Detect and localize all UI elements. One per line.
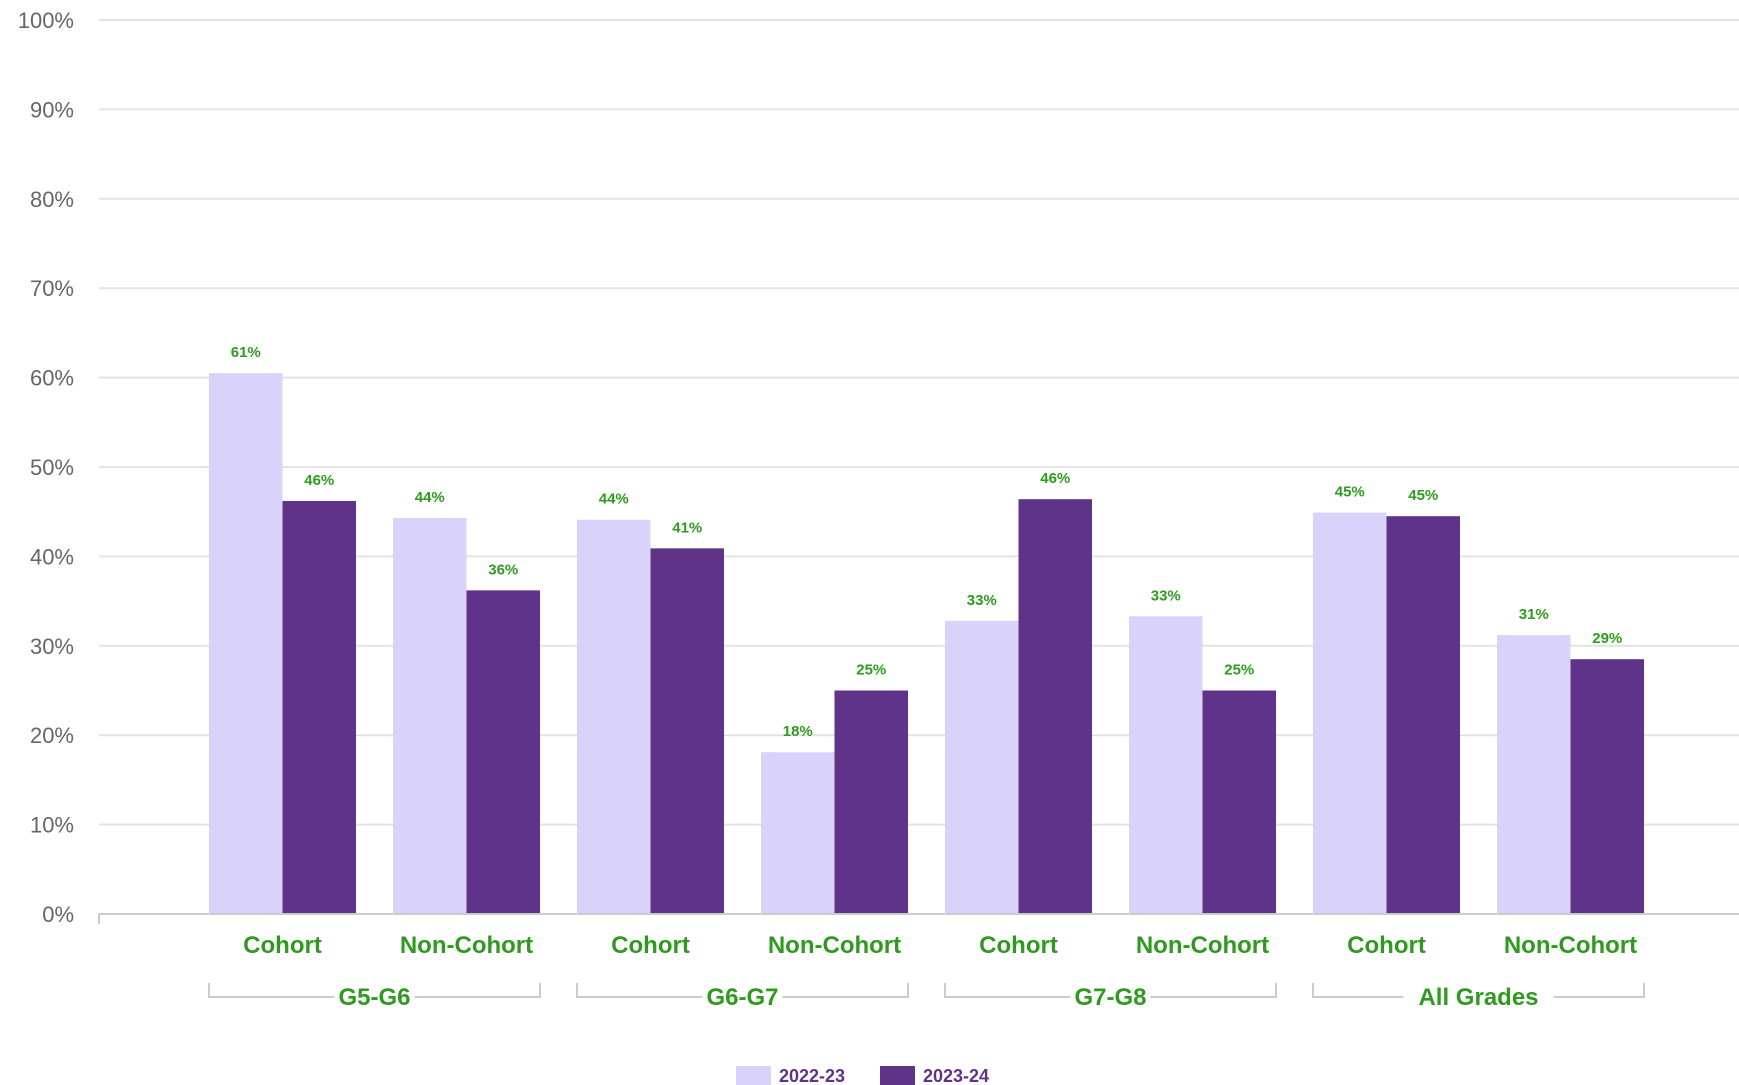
- group-label: All Grades: [1418, 984, 1538, 1011]
- bar-2022-23-4: [761, 752, 835, 914]
- group-bracket-left: [1312, 983, 1404, 998]
- group-bracket-right: [1553, 983, 1645, 998]
- y-tick-label: 70%: [30, 276, 74, 301]
- y-tick-label: 40%: [30, 544, 74, 569]
- x-axis: Cohort Non-Cohort Cohort Non-Cohort Cohort No…: [98, 913, 1739, 1011]
- data-label: 44%: [415, 489, 445, 506]
- data-label: 33%: [1151, 587, 1181, 604]
- y-tick-label: 0%: [42, 902, 74, 927]
- group-label: G6-G7: [706, 984, 778, 1011]
- bar-2023-24-8: [1570, 659, 1644, 914]
- legend-swatch: [880, 1066, 915, 1085]
- category-label: Cohort: [979, 932, 1058, 959]
- category-label: Non-Cohort: [400, 932, 533, 959]
- data-label: 41%: [672, 519, 702, 536]
- bar-2023-24-4: [834, 690, 908, 914]
- bar-2022-23-7: [1313, 512, 1387, 914]
- data-label: 36%: [488, 561, 518, 578]
- group-bracket-left: [576, 983, 703, 998]
- bar-2023-24-5: [1018, 499, 1092, 914]
- data-label: 46%: [304, 472, 334, 489]
- bar-2023-24-1: [282, 500, 356, 914]
- data-label: 45%: [1335, 484, 1365, 501]
- gridlines: [99, 19, 1739, 826]
- category-label: Non-Cohort: [1504, 932, 1637, 959]
- y-tick-label: 60%: [30, 366, 74, 391]
- bars: [209, 373, 1644, 914]
- category-label: Non-Cohort: [768, 932, 901, 959]
- bar-2022-23-1: [209, 373, 283, 914]
- category-label: Non-Cohort: [1136, 932, 1269, 959]
- data-label: 45%: [1408, 487, 1438, 504]
- data-label: 25%: [1224, 662, 1254, 679]
- bar-2022-23-3: [577, 519, 651, 914]
- data-label: 18%: [783, 723, 813, 740]
- group-bracket-left: [944, 983, 1071, 998]
- group-bracket-left: [208, 983, 335, 998]
- y-tick-label: 80%: [30, 187, 74, 212]
- bar-2022-23-6: [1129, 616, 1203, 914]
- y-axis-ticks: 0% 10% 20% 30% 40% 50% 60% 70% 80% 90% 100%: [18, 8, 74, 927]
- y-tick-label: 100%: [18, 8, 74, 33]
- category-label: Cohort: [243, 932, 322, 959]
- data-label: 44%: [599, 491, 629, 508]
- legend-swatch: [736, 1066, 771, 1085]
- data-label: 29%: [1592, 630, 1622, 647]
- bar-2023-24-7: [1386, 516, 1460, 914]
- legend-label: 2023-24: [923, 1066, 989, 1085]
- group-bracket-right: [1150, 983, 1277, 998]
- y-tick-label: 10%: [30, 813, 74, 838]
- bar-2023-24-6: [1202, 690, 1276, 914]
- group-bracket-right: [782, 983, 909, 998]
- data-label: 25%: [856, 662, 886, 679]
- y-tick-label: 50%: [30, 455, 74, 480]
- bar-2023-24-3: [650, 548, 724, 914]
- category-label: Cohort: [611, 932, 690, 959]
- legend: 2022-23 2023-24: [736, 1066, 989, 1085]
- y-tick-label: 30%: [30, 634, 74, 659]
- data-label: 33%: [967, 592, 997, 609]
- data-label: 31%: [1519, 606, 1549, 623]
- group-label: G5-G6: [338, 984, 410, 1011]
- y-tick-label: 20%: [30, 723, 74, 748]
- category-label: Cohort: [1347, 932, 1426, 959]
- data-labels: 61% 46% 44% 36% 44% 41% 18% 25% 33% 46% 33% 25% 45% 4…: [231, 344, 1623, 740]
- bar-2023-24-2: [466, 590, 540, 914]
- y-tick-label: 90%: [30, 97, 74, 122]
- group-bracket-right: [414, 983, 541, 998]
- data-label: 46%: [1040, 470, 1070, 487]
- legend-label: 2022-23: [779, 1066, 845, 1085]
- bar-2022-23-5: [945, 620, 1019, 914]
- bar-2022-23-2: [393, 517, 467, 914]
- group-label: G7-G8: [1074, 984, 1146, 1011]
- data-label: 61%: [231, 344, 261, 361]
- bar-2022-23-8: [1497, 635, 1571, 914]
